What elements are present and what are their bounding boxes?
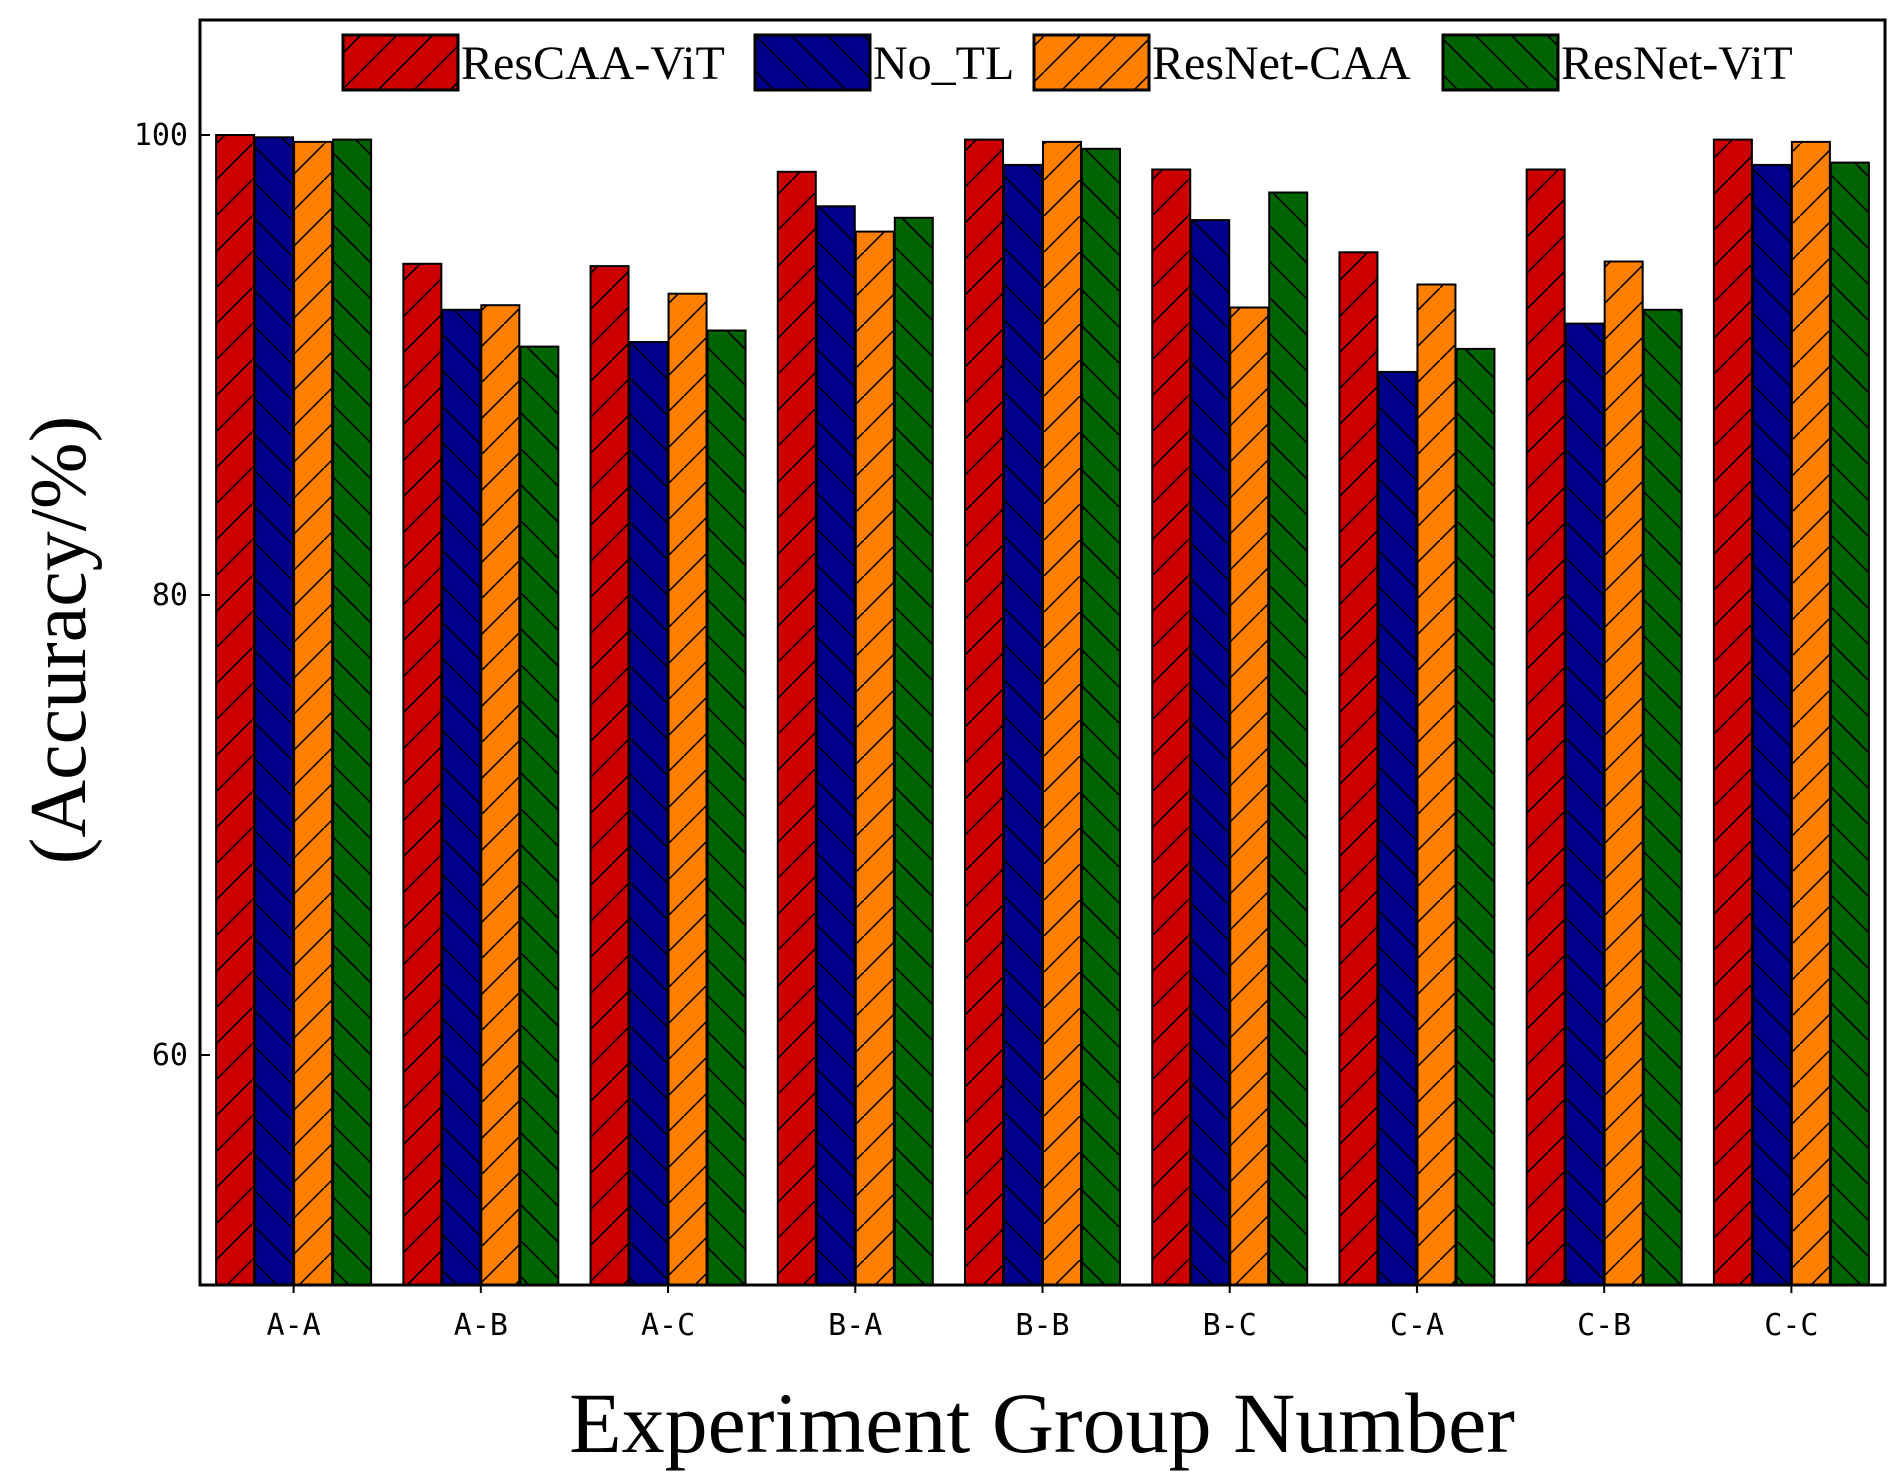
- bar-A-C-ResCAA-ViT: [589, 265, 630, 1287]
- x-tick-label: A-B: [454, 1308, 508, 1343]
- x-tick-label: A-C: [641, 1308, 695, 1343]
- bar-A-B-ResNet-CAA: [480, 304, 521, 1286]
- legend-label: No_TL: [873, 37, 1014, 90]
- y-axis-title: (Accuracy/%): [15, 416, 103, 865]
- bar-B-C-ResNet-CAA: [1229, 306, 1270, 1286]
- bar-C-A-No_TL: [1377, 370, 1418, 1286]
- x-tick-label: B-C: [1203, 1308, 1257, 1343]
- x-tick-label: C-B: [1577, 1308, 1631, 1343]
- bar-B-B-No_TL: [1003, 163, 1043, 1286]
- bar-B-C-ResNet-ViT: [1268, 191, 1309, 1286]
- bar-A-C-ResNet-CAA: [667, 292, 708, 1286]
- x-tick-label: B-B: [1015, 1308, 1069, 1343]
- y-tick-label: 60: [152, 1038, 188, 1073]
- bar-C-C-No_TL: [1751, 163, 1792, 1286]
- bar-C-A-ResNet-CAA: [1416, 283, 1457, 1286]
- legend-label: ResNet-CAA: [1152, 37, 1411, 90]
- bar-A-A-ResCAA-ViT: [215, 134, 256, 1286]
- bar-C-C-ResNet-CAA: [1790, 140, 1831, 1286]
- bar-B-C-ResCAA-ViT: [1151, 168, 1192, 1286]
- bar-A-B-ResNet-ViT: [519, 345, 560, 1287]
- bar-C-A-ResNet-ViT: [1455, 347, 1496, 1286]
- bar-C-A-ResCAA-ViT: [1338, 251, 1379, 1286]
- bar-B-C-No_TL: [1190, 219, 1231, 1287]
- bar-A-B-ResCAA-ViT: [402, 262, 443, 1286]
- bar-A-A-ResNet-ViT: [332, 138, 373, 1287]
- bar-B-A-No_TL: [815, 205, 856, 1286]
- bar-C-B-ResNet-CAA: [1603, 260, 1644, 1286]
- legend-item-ResCAA-ViT: ResCAA-ViT: [341, 33, 725, 92]
- x-tick-label: B-A: [828, 1308, 882, 1343]
- bar-B-A-ResCAA-ViT: [776, 170, 817, 1286]
- bar-A-A-No_TL: [254, 136, 295, 1286]
- bar-A-B-No_TL: [441, 308, 482, 1286]
- legend-label: ResCAA-ViT: [461, 37, 725, 90]
- bar-A-C-No_TL: [628, 341, 669, 1286]
- bar-C-C-ResNet-ViT: [1829, 161, 1870, 1287]
- bar-B-B-ResCAA-ViT: [964, 138, 1004, 1287]
- bar-A-C-ResNet-ViT: [706, 329, 747, 1286]
- legend-label: ResNet-ViT: [1561, 37, 1793, 90]
- bar-C-B-ResCAA-ViT: [1525, 168, 1566, 1286]
- bar-A-A-ResNet-CAA: [293, 140, 334, 1286]
- x-axis-title: Experiment Group Number: [569, 1375, 1515, 1471]
- bar-C-C-ResCAA-ViT: [1712, 138, 1753, 1287]
- bar-C-B-ResNet-ViT: [1642, 308, 1683, 1286]
- bar-C-B-No_TL: [1564, 322, 1605, 1287]
- legend-item-ResNet-ViT: ResNet-ViT: [1441, 33, 1793, 92]
- bar-B-B-ResNet-ViT: [1081, 147, 1121, 1286]
- y-tick-label: 100: [134, 118, 188, 153]
- bar-B-B-ResNet-CAA: [1042, 140, 1082, 1286]
- bar-B-A-ResNet-ViT: [893, 216, 934, 1286]
- x-tick-label: A-A: [267, 1308, 321, 1343]
- legend-item-ResNet-CAA: ResNet-CAA: [1032, 33, 1411, 92]
- x-tick-label: C-C: [1764, 1308, 1818, 1343]
- bar-B-A-ResNet-CAA: [854, 230, 895, 1287]
- y-tick-label: 80: [152, 578, 188, 613]
- legend-item-No_TL: No_TL: [753, 33, 1014, 92]
- x-tick-label: C-A: [1390, 1308, 1444, 1343]
